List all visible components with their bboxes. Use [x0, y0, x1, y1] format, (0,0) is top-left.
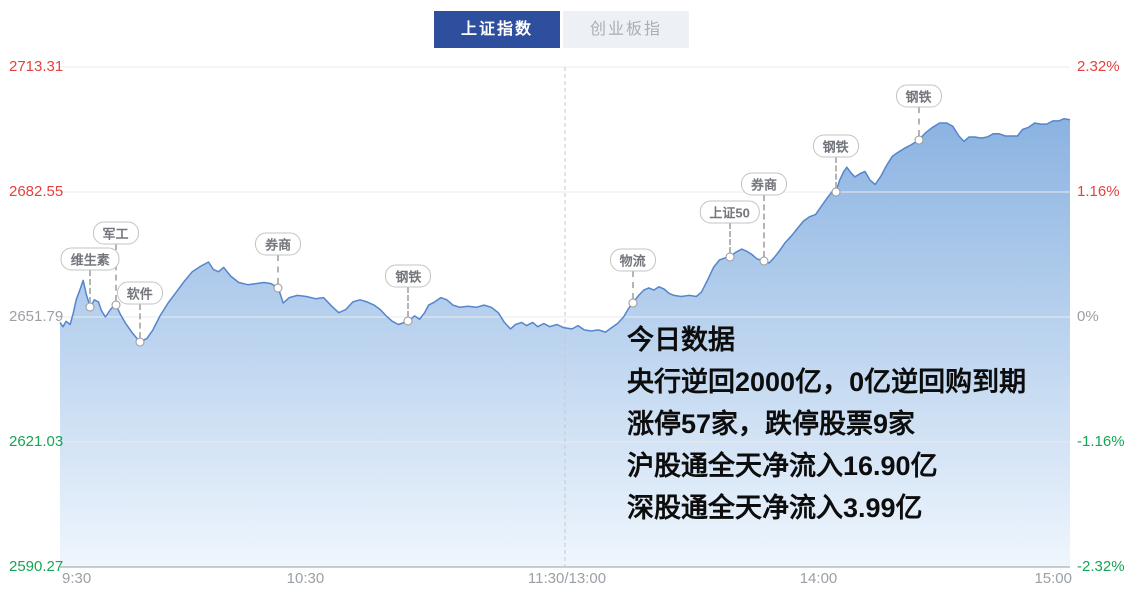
annotation-bubble: 军工	[92, 221, 139, 245]
annotation-bubble: 钢铁	[812, 134, 859, 158]
x-axis-tick-label: 14:00	[799, 570, 838, 587]
y-axis-percent-label: 0%	[1077, 308, 1099, 325]
y-axis-percent-label: -1.16%	[1077, 433, 1125, 450]
annotation-leader-line	[138, 304, 141, 338]
annotation-point-marker	[85, 302, 95, 312]
y-axis-price-label: 2651.79	[9, 308, 64, 325]
summary-line-title: 今日数据	[627, 325, 735, 355]
annotation-point-marker	[628, 298, 638, 308]
today-data-summary: 今日数据 央行逆回2000亿，0亿逆回购到期 涨停57家，跌停股票9家 沪股通全…	[627, 319, 1026, 529]
summary-line-sz-connect: 深股通全天净流入3.99亿	[627, 493, 923, 523]
x-axis-tick-label: 9:30	[62, 570, 92, 587]
annotation-bubble: 维生素	[60, 247, 120, 271]
y-axis-percent-label: -2.32%	[1077, 558, 1125, 575]
annotation-bubble: 物流	[609, 248, 656, 272]
annotation-leader-line	[277, 254, 280, 284]
annotation-leader-line	[762, 195, 765, 257]
annotation-bubble: 钢铁	[385, 264, 432, 288]
y-axis-price-label: 2621.03	[9, 433, 64, 450]
annotation-bubble: 钢铁	[895, 84, 942, 108]
tab-shanghai-index[interactable]: 上证指数	[434, 11, 560, 48]
annotation-point-marker	[403, 316, 413, 326]
y-axis-price-label: 2682.55	[9, 183, 64, 200]
annotation-leader-line	[728, 223, 731, 253]
index-tab-bar: 上证指数 创业板指	[434, 11, 689, 48]
tab-chinext-index[interactable]: 创业板指	[563, 11, 689, 48]
annotation-leader-line	[834, 156, 837, 188]
x-axis-tick-label: 10:30	[286, 570, 325, 587]
annotation-bubble: 上证50	[699, 200, 760, 224]
y-axis-price-label: 2713.31	[9, 58, 64, 75]
annotation-leader-line	[407, 287, 410, 318]
x-axis-tick-label: 15:00	[1034, 570, 1072, 587]
annotation-leader-line	[917, 107, 920, 137]
price-line	[59, 117, 1071, 343]
annotation-point-marker	[273, 283, 283, 293]
annotation-point-marker	[111, 300, 121, 310]
annotation-leader-line	[89, 269, 92, 304]
annotation-point-marker	[135, 337, 145, 347]
x-axis-tick-label: 11:30/13:00	[527, 570, 607, 587]
y-axis-price-label: 2590.27	[9, 558, 64, 575]
annotation-point-marker	[831, 187, 841, 197]
annotation-bubble: 券商	[255, 232, 302, 256]
y-axis-percent-label: 1.16%	[1077, 183, 1120, 200]
summary-line-omo: 央行逆回2000亿，0亿逆回购到期	[627, 367, 1027, 397]
summary-line-limits: 涨停57家，跌停股票9家	[627, 409, 916, 439]
annotation-point-marker	[759, 256, 769, 266]
annotation-point-marker	[725, 252, 735, 262]
annotation-leader-line	[631, 270, 634, 299]
annotation-bubble: 券商	[740, 172, 787, 196]
y-axis-percent-label: 2.32%	[1077, 58, 1120, 75]
annotation-leader-line	[114, 243, 117, 302]
summary-line-sh-connect: 沪股通全天净流入16.90亿	[627, 451, 938, 481]
annotation-bubble: 软件	[116, 281, 163, 305]
annotation-point-marker	[914, 135, 923, 145]
